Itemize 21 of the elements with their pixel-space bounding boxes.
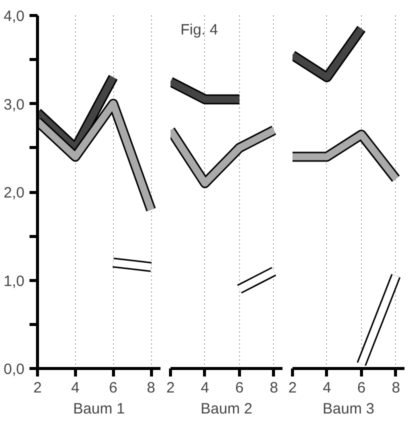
annotation: Fig. 4 bbox=[180, 22, 218, 38]
x-tick-label: 6 bbox=[235, 380, 244, 396]
x-tick-label: 6 bbox=[109, 380, 118, 396]
x-tick-label: 2 bbox=[33, 380, 42, 396]
x-tick-label: 6 bbox=[357, 380, 366, 396]
x-tick-label: 4 bbox=[71, 380, 80, 396]
y-tick-label: 1,0 bbox=[4, 272, 25, 290]
x-tick-label: 8 bbox=[270, 380, 278, 396]
y-tick-label: 2,0 bbox=[4, 184, 25, 202]
x-tick-label: 4 bbox=[200, 380, 210, 396]
x-tick-label: 2 bbox=[288, 380, 297, 396]
y-tick-label: 4,0 bbox=[4, 8, 25, 25]
x-tick-label: 4 bbox=[322, 380, 332, 396]
y-tick-label: 0,0 bbox=[4, 361, 25, 378]
x-axis-title: Baum 3 bbox=[322, 400, 374, 418]
x-axis-title: Baum 2 bbox=[200, 400, 252, 418]
x-tick-label: 2 bbox=[166, 380, 175, 396]
y-tick-label: 3,0 bbox=[4, 96, 25, 114]
x-tick-label: 8 bbox=[392, 380, 400, 396]
x-tick-label: 8 bbox=[146, 380, 156, 396]
x-axis-title: Baum 1 bbox=[73, 400, 125, 418]
